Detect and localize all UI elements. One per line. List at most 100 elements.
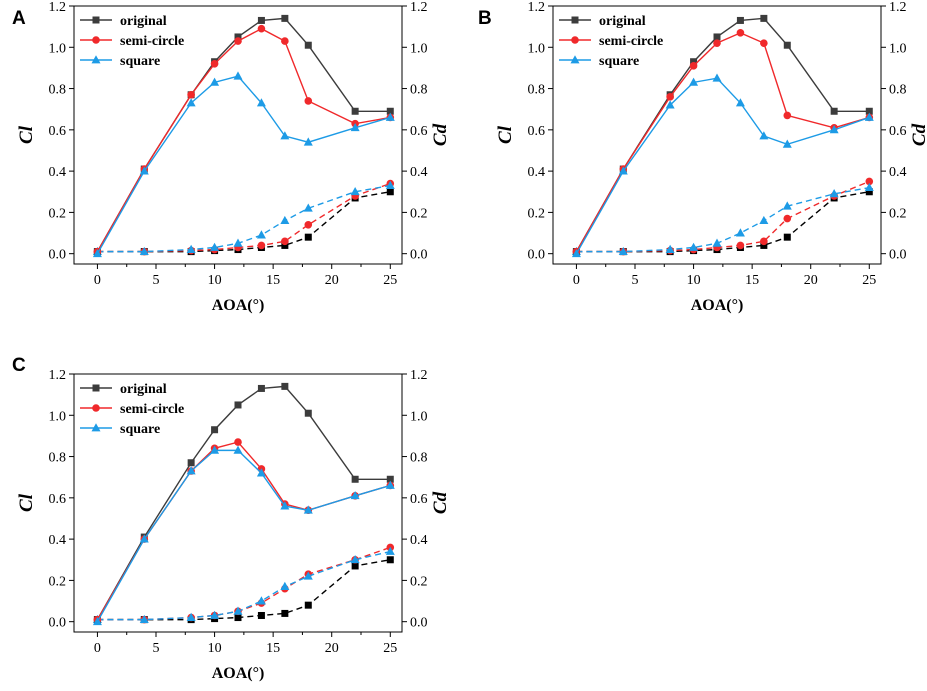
legend-marker (91, 55, 101, 64)
y-axis-title: Cl (495, 125, 516, 144)
y2-tick-label: 0.6 (410, 492, 428, 507)
data-point (713, 33, 721, 41)
data-point (234, 614, 242, 622)
y2-tick-label: 0.2 (889, 206, 907, 221)
x-tick-label: 15 (745, 273, 759, 288)
data-point (865, 188, 873, 196)
legend: original semi-circle square (559, 14, 663, 69)
data-point (385, 546, 395, 555)
y-tick-label: 1.0 (528, 41, 546, 56)
data-point (256, 596, 266, 605)
data-point (304, 409, 312, 417)
data-point (303, 571, 313, 580)
legend-label: square (599, 54, 639, 69)
legend-label: semi-circle (599, 34, 663, 49)
x-tick-label: 5 (153, 273, 160, 288)
series-line (97, 559, 391, 621)
data-point (280, 501, 290, 510)
data-point (760, 39, 768, 47)
data-point (234, 401, 242, 409)
data-point (690, 58, 698, 66)
y-tick-label: 0.6 (49, 492, 67, 507)
legend-marker (571, 36, 579, 44)
data-point (256, 230, 266, 239)
series-cl-original (93, 382, 394, 624)
y2-tick-label: 1.0 (410, 41, 428, 56)
data-point (234, 37, 242, 45)
x-axis-title: AOA(°) (212, 665, 265, 682)
legend-label: original (599, 14, 646, 29)
y-tick-label: 0.8 (49, 83, 67, 98)
legend-item-original: original (80, 382, 167, 397)
legend-marker (92, 384, 100, 392)
data-point (350, 122, 360, 132)
data-point (186, 612, 196, 621)
data-point (712, 238, 722, 247)
data-point (281, 237, 289, 246)
y-tick-label: 1.0 (49, 409, 67, 424)
data-point (186, 98, 196, 107)
series-line (97, 184, 391, 253)
y-axis-title: Cl (16, 493, 37, 512)
data-point (735, 98, 745, 107)
y2-tick-label: 0.6 (889, 124, 907, 139)
x-tick-label: 25 (862, 273, 876, 288)
y2-tick-label: 1.2 (410, 368, 428, 383)
legend-label: original (120, 382, 167, 397)
y2-tick-label: 1.0 (410, 409, 428, 424)
x-tick-label: 20 (325, 641, 339, 656)
data-point (139, 614, 149, 624)
y2-tick-label: 1.2 (410, 0, 428, 15)
y2-tick-label: 0.6 (410, 124, 428, 139)
data-point (618, 246, 628, 256)
data-point (187, 459, 195, 467)
data-point (351, 107, 359, 115)
x-tick-label: 0 (573, 273, 580, 288)
panel-label: C (12, 355, 26, 376)
data-point (280, 581, 290, 590)
legend: original semi-circle square (80, 382, 184, 437)
x-tick-label: 20 (804, 273, 818, 288)
x-tick-label: 25 (383, 641, 397, 656)
data-point (712, 73, 722, 82)
series-line (96, 441, 391, 620)
x-tick-label: 15 (266, 641, 280, 656)
x-tick-label: 5 (632, 273, 639, 288)
data-point (304, 601, 312, 609)
data-point (256, 98, 266, 107)
chart-panel-a: A 0 5 10 15 20 25 0.0 0.2 0.4 0.6 0.8 1.0 1.2 0.0 0.2 0.… (12, 0, 451, 314)
data-point (210, 59, 219, 68)
data-point (304, 41, 312, 49)
data-point (735, 228, 745, 237)
series-cl-original (93, 14, 394, 256)
data-point (665, 100, 675, 109)
data-point (92, 248, 102, 258)
series-line (97, 550, 391, 621)
y-tick-label: 1.2 (528, 0, 546, 15)
data-point (351, 562, 359, 570)
data-point (304, 233, 312, 241)
y2-tick-label: 0.0 (889, 248, 907, 263)
legend-label: square (120, 422, 160, 437)
y2-tick-label: 0.0 (410, 616, 428, 631)
data-point (783, 233, 791, 241)
data-point (385, 112, 395, 121)
panel-label: B (478, 8, 492, 29)
data-point (257, 611, 265, 619)
y-tick-label: 0.0 (49, 616, 67, 631)
legend-label: semi-circle (120, 402, 184, 417)
data-point (689, 77, 699, 86)
x-tick-label: 20 (325, 273, 339, 288)
data-point (350, 186, 360, 196)
legend-item-semi-circle: semi-circle (80, 402, 184, 417)
plot-frame (73, 5, 403, 265)
y-tick-label: 0.2 (49, 206, 67, 221)
legend-item-square: square (559, 54, 639, 69)
series-cd-semi-circle (572, 177, 874, 256)
data-point (304, 97, 313, 105)
y2-tick-label: 1.2 (889, 0, 907, 15)
y-tick-label: 0.8 (528, 83, 546, 98)
data-point (736, 16, 744, 24)
data-point (865, 107, 873, 115)
y-tick-label: 0.0 (528, 248, 546, 263)
